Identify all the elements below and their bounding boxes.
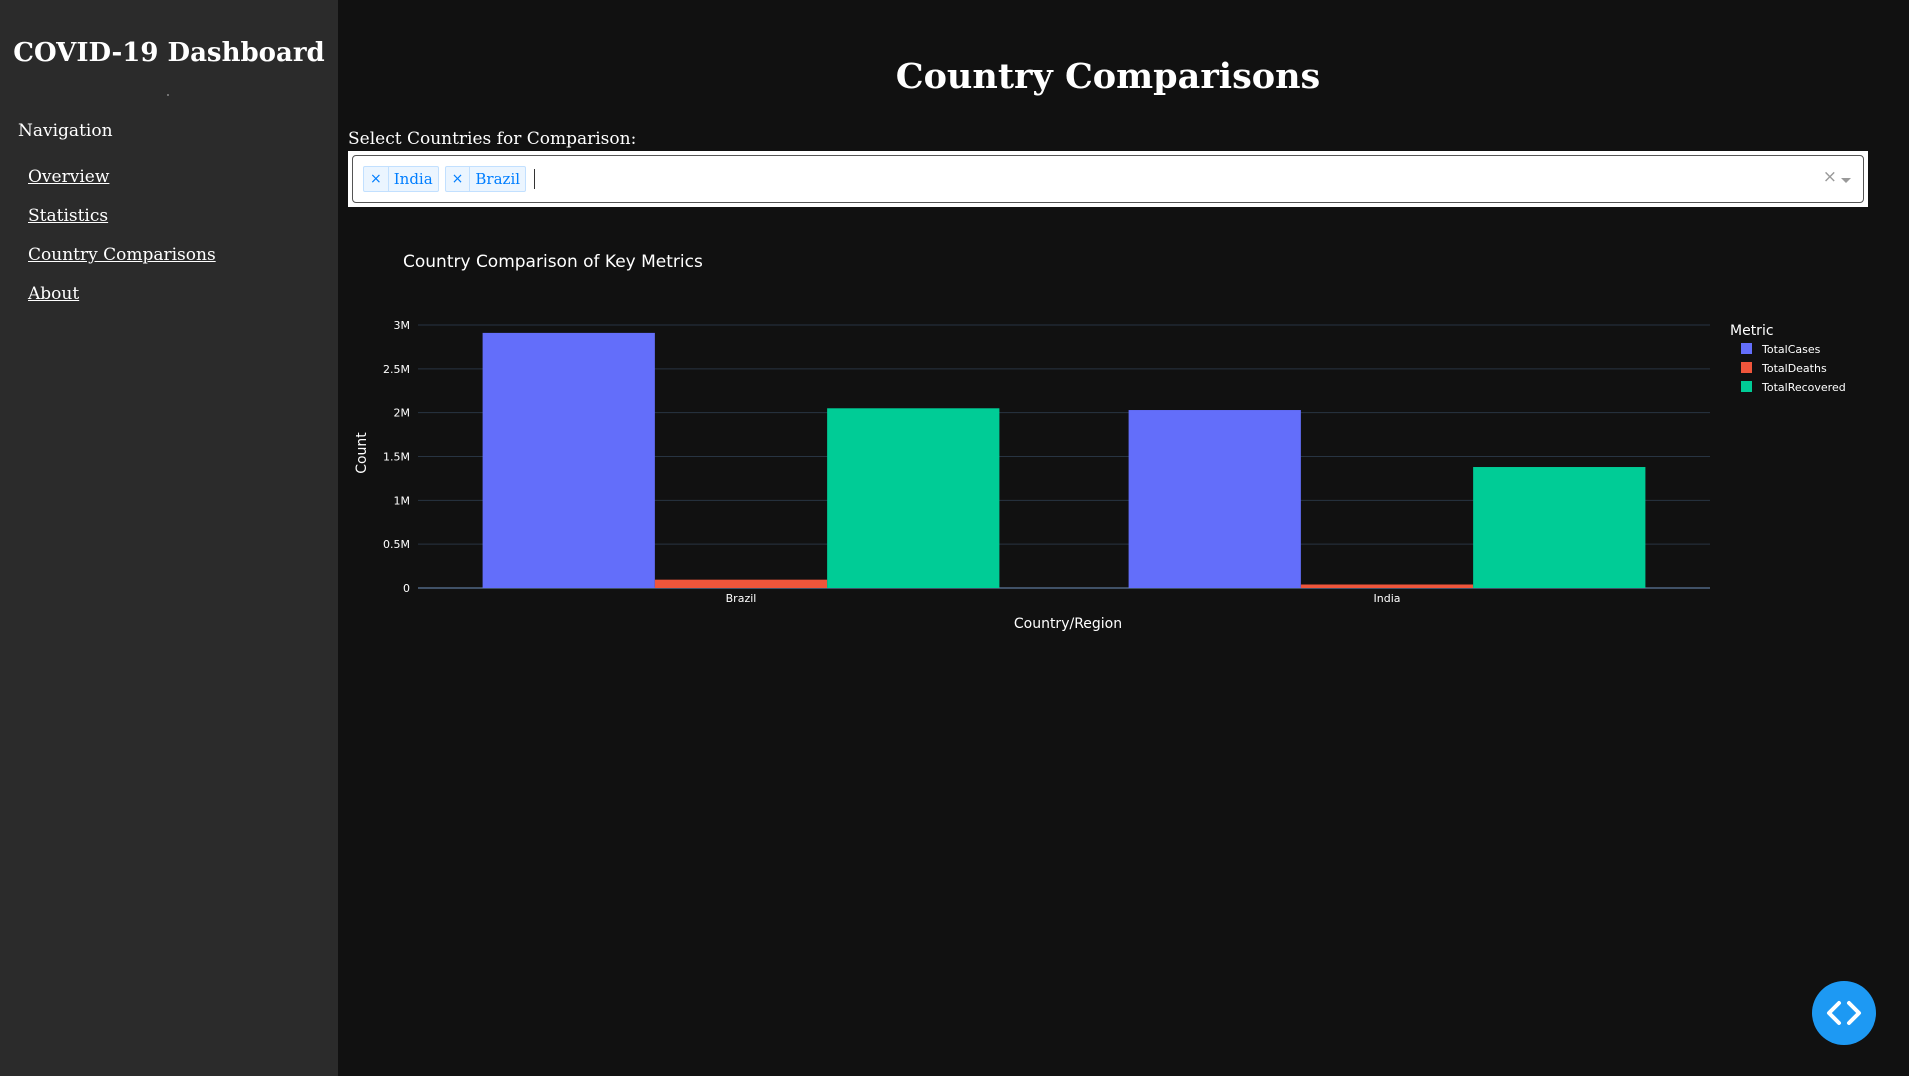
y-tick-label: 0.5M (383, 538, 410, 551)
clear-all-icon[interactable]: × (1822, 167, 1837, 187)
nav-link-country-comparisons[interactable]: Country Comparisons (28, 245, 216, 265)
nav-list: Overview Statistics Country Comparisons … (28, 165, 216, 321)
title-dot (167, 94, 169, 96)
sidebar: COVID-19 Dashboard Navigation Overview S… (0, 0, 338, 1076)
chart-legend: Metric TotalCases TotalDeaths TotalRecover… (1730, 323, 1846, 394)
app-title: COVID-19 Dashboard (13, 38, 325, 68)
y-axis-ticks: 0 0.5M 1M 1.5M 2M 2.5M 3M (383, 319, 410, 595)
tag-label-india: India (393, 170, 433, 188)
nav-link-statistics[interactable]: Statistics (28, 206, 109, 226)
x-tick-label: Brazil (726, 592, 757, 605)
main-content: Country Comparisons Select Countries for… (338, 0, 1909, 1076)
bar-TotalDeaths-Brazil[interactable] (654, 579, 828, 588)
chart-title: Country Comparison of Key Metrics (403, 252, 703, 272)
page-title: Country Comparisons (895, 56, 1321, 97)
bar-TotalDeaths-India[interactable] (1300, 584, 1474, 588)
comparison-bar-chart: Country Comparison of Key Metrics 0 0.5M 1… (348, 230, 1878, 670)
legend-item-label[interactable]: TotalDeaths (1761, 362, 1827, 375)
x-tick-label: India (1374, 592, 1401, 605)
bar-TotalCases-Brazil[interactable] (482, 332, 655, 588)
tag-brazil: × Brazil (444, 166, 527, 192)
chart-svg: Country Comparison of Key Metrics 0 0.5M 1… (354, 252, 1846, 632)
x-axis-ticks: Brazil India (726, 592, 1401, 605)
dropdown-arrow-icon[interactable] (1841, 178, 1851, 183)
y-tick-label: 2.5M (383, 363, 410, 376)
multiselect-input-caret[interactable] (534, 169, 536, 189)
x-axis-label: Country/Region (1014, 616, 1122, 632)
tag-india: × India (363, 166, 439, 192)
chart-bars (482, 332, 1646, 588)
nav-link-overview[interactable]: Overview (28, 167, 110, 187)
legend-swatch[interactable] (1741, 343, 1752, 354)
y-tick-label: 0 (403, 582, 410, 595)
y-tick-label: 1.5M (383, 451, 410, 464)
select-label: Select Countries for Comparison: (348, 129, 637, 149)
legend-item-label[interactable]: TotalCases (1761, 343, 1821, 356)
country-multiselect[interactable]: × India × Brazil × (348, 151, 1868, 207)
legend-item-label[interactable]: TotalRecovered (1761, 381, 1846, 394)
tag-label-brazil: Brazil (475, 170, 521, 188)
legend-swatch[interactable] (1741, 381, 1752, 392)
bar-TotalCases-India[interactable] (1128, 410, 1301, 588)
code-toggle-button[interactable] (1812, 981, 1876, 1045)
remove-tag-brazil-icon[interactable]: × (446, 167, 471, 191)
bar-TotalRecovered-India[interactable] (1473, 467, 1646, 588)
nav-link-about[interactable]: About (28, 284, 80, 304)
y-axis-label: Count (354, 432, 370, 474)
bar-TotalRecovered-Brazil[interactable] (827, 408, 1000, 588)
y-tick-label: 2M (394, 407, 411, 420)
remove-tag-india-icon[interactable]: × (364, 167, 389, 191)
nav-heading: Navigation (18, 121, 113, 141)
legend-title: Metric (1730, 323, 1774, 339)
code-brackets-icon (1827, 1001, 1861, 1025)
multiselect-control[interactable]: × India × Brazil × (352, 155, 1864, 203)
y-tick-label: 3M (394, 319, 411, 332)
y-tick-label: 1M (394, 494, 411, 507)
legend-swatch[interactable] (1741, 362, 1752, 373)
